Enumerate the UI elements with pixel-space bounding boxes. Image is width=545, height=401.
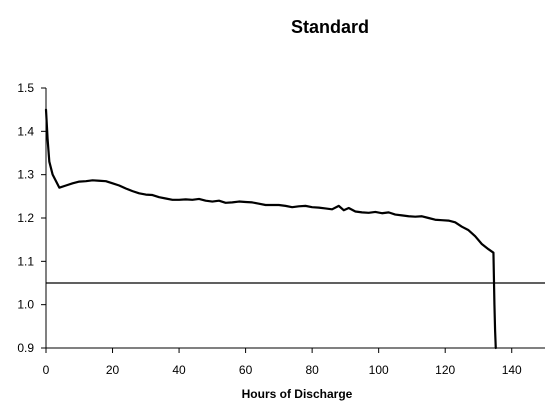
y-tick-label: 1.0 bbox=[17, 298, 34, 312]
y-tick-label: 0.9 bbox=[17, 341, 34, 355]
x-tick-label: 60 bbox=[239, 363, 253, 377]
x-tick-label: 80 bbox=[305, 363, 319, 377]
x-tick-label: 40 bbox=[172, 363, 186, 377]
chart-title: Standard bbox=[291, 17, 369, 37]
y-axis-ticks: 0.9 1.0 1.1 1.2 1.3 1.4 1.5 bbox=[17, 81, 46, 355]
x-tick-label: 100 bbox=[369, 363, 389, 377]
y-tick-label: 1.5 bbox=[17, 81, 34, 95]
y-tick-label: 1.2 bbox=[17, 211, 34, 225]
plot-area bbox=[44, 88, 545, 350]
x-axis-label: Hours of Discharge bbox=[242, 387, 353, 401]
y-tick-label: 1.1 bbox=[17, 254, 34, 268]
discharge-series-line bbox=[44, 108, 497, 350]
x-axis-ticks: 0 20 40 60 80 100 120 140 bbox=[43, 348, 522, 377]
y-tick-label: 1.3 bbox=[17, 168, 34, 182]
x-tick-label: 140 bbox=[502, 363, 522, 377]
x-tick-label: 120 bbox=[435, 363, 455, 377]
x-tick-label: 0 bbox=[43, 363, 50, 377]
x-tick-label: 20 bbox=[106, 363, 120, 377]
y-tick-label: 1.4 bbox=[17, 124, 34, 138]
